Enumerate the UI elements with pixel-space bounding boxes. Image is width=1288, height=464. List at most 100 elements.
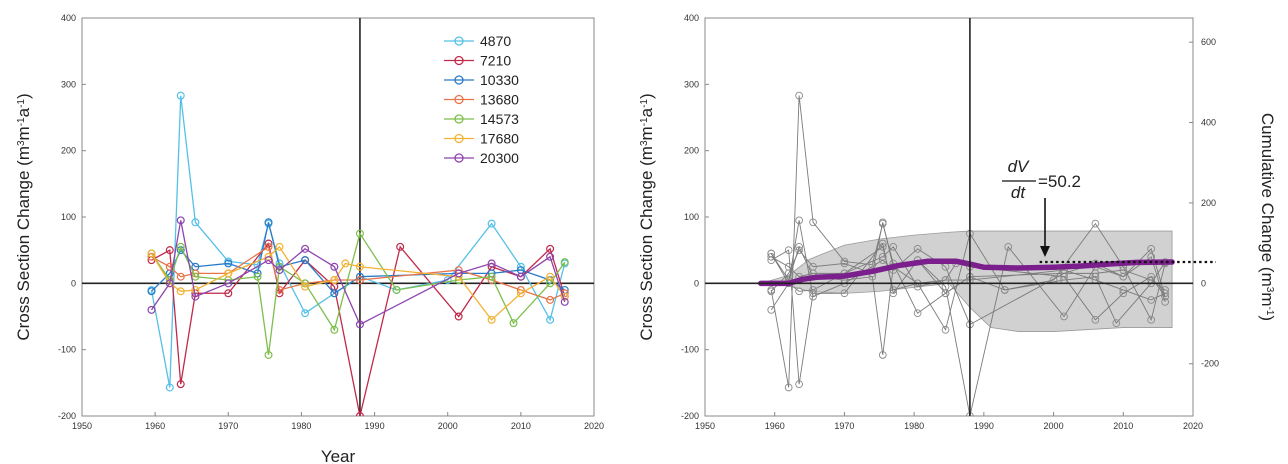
series-line-17680	[150, 245, 566, 321]
data-point-grey-17680	[1091, 315, 1100, 324]
series-group	[147, 91, 569, 416]
data-point-grey-7210	[1147, 244, 1156, 253]
data-point-17680	[341, 259, 350, 268]
data-point-grey-10330	[941, 289, 950, 298]
y-tick-label: 400	[684, 13, 699, 23]
data-point-20300	[275, 266, 284, 275]
x-axis-label: Year	[321, 447, 356, 464]
data-point-20300	[147, 305, 156, 314]
legend-label: 13680	[480, 92, 519, 108]
y2-tick-label: 600	[1201, 37, 1216, 47]
y-tick-label: 0	[71, 278, 76, 288]
chart-right: 1950 1960 1970 1980 1990 2000 2010 2020-200-100…	[637, 13, 1277, 431]
data-point-14573	[176, 242, 185, 251]
data-point-17680	[330, 276, 339, 285]
y-tick-label: 300	[684, 79, 699, 89]
data-point-17680	[147, 249, 156, 258]
y-tick-label: -200	[58, 411, 76, 421]
data-point-14573	[392, 285, 401, 294]
data-point-grey-13680	[889, 286, 898, 294]
data-point-grey-4870	[784, 383, 793, 392]
data-point-grey-20300	[1060, 269, 1068, 278]
data-point-grey-17680	[767, 249, 776, 258]
data-point-grey-4870	[795, 91, 803, 100]
annotation-numerator: dV	[1008, 157, 1030, 176]
data-point-7210	[355, 412, 364, 416]
y-tick-label: -100	[58, 345, 76, 355]
data-point-grey-13680	[767, 252, 776, 261]
y2-axis-label: Cumulative Change (m3m-1)	[1258, 113, 1277, 321]
data-point-grey-10330	[878, 218, 887, 227]
x-tick-label: 1950	[695, 421, 715, 431]
data-point-17680	[546, 272, 555, 281]
cumulative-mean-line	[758, 258, 1175, 287]
legend-label: 7210	[480, 53, 511, 69]
data-point-grey-10330	[767, 287, 776, 296]
legend-swatch-marker	[454, 36, 464, 46]
data-point-20300	[516, 272, 525, 281]
x-tick-label: 2000	[438, 421, 458, 431]
data-point-17680	[275, 242, 284, 251]
data-point-grey-14573	[878, 351, 887, 359]
legend-label: 17680	[480, 131, 519, 147]
data-point-13680	[147, 252, 156, 261]
data-point-10330	[301, 256, 310, 265]
data-point-4870	[443, 276, 452, 285]
series-line-20300	[150, 220, 566, 326]
data-point-17680	[224, 269, 233, 278]
data-point-grey-7210	[784, 246, 793, 255]
data-point-grey-13680	[878, 243, 887, 251]
data-point-20300	[176, 216, 185, 225]
data-point-7210	[165, 246, 174, 255]
data-point-14573	[330, 325, 339, 334]
data-point-grey-17680	[795, 287, 803, 296]
data-point-grey-17680	[889, 243, 898, 251]
data-point-4870	[546, 315, 555, 324]
data-point-20300	[264, 256, 273, 265]
content-group	[758, 91, 1175, 416]
x-tick-label: 1970	[834, 421, 854, 431]
y-tick-label: 200	[61, 146, 76, 156]
data-point-grey-20300	[809, 292, 817, 301]
annotation-denominator: dt	[1011, 183, 1026, 202]
data-point-grey-13680	[1161, 289, 1169, 298]
x-tick-label: 1960	[145, 421, 165, 431]
series-line-4870	[150, 95, 566, 388]
data-point-grey-14573	[795, 243, 803, 251]
data-point-14573	[253, 272, 262, 281]
legend-label: 4870	[480, 33, 511, 49]
data-point-grey-14573	[1112, 319, 1121, 327]
legend-label: 14573	[480, 111, 519, 127]
y2-tick-label: 0	[1201, 278, 1206, 288]
data-point-4870	[301, 309, 310, 318]
data-point-grey-20300	[767, 306, 776, 314]
annotation-value: =50.2	[1038, 172, 1081, 191]
y-axis-label: Cross Section Change (m3m-1a-1)	[637, 93, 656, 340]
data-point-17680	[355, 262, 364, 271]
data-point-grey-4870	[1147, 315, 1156, 324]
legend-swatch-marker	[454, 55, 464, 66]
x-tick-label: 1980	[291, 421, 311, 431]
x-tick-label: 2010	[1113, 421, 1133, 431]
data-point-20300	[560, 297, 569, 306]
data-point-7210	[396, 242, 405, 251]
data-point-4870	[176, 91, 185, 100]
data-point-grey-14573	[1091, 272, 1100, 281]
data-point-grey-20300	[878, 256, 887, 264]
data-point-grey-4870	[809, 218, 817, 227]
data-point-grey-17680	[1119, 289, 1128, 298]
data-point-17680	[301, 282, 310, 291]
x-tick-label: 1990	[365, 421, 385, 431]
data-point-10330	[264, 218, 273, 227]
series-line-grey-20300	[770, 220, 1166, 326]
data-point-7210	[546, 244, 555, 253]
legend-swatch-marker	[454, 94, 464, 105]
y2-tick-label: 400	[1201, 118, 1216, 128]
x-tick-label: 2000	[1044, 421, 1064, 431]
y-tick-label: -100	[681, 345, 699, 355]
data-point-17680	[516, 289, 525, 298]
data-point-grey-4870	[1091, 219, 1100, 228]
y-tick-label: -200	[681, 411, 699, 421]
data-point-10330	[330, 289, 339, 298]
data-point-grey-20300	[1161, 298, 1169, 306]
